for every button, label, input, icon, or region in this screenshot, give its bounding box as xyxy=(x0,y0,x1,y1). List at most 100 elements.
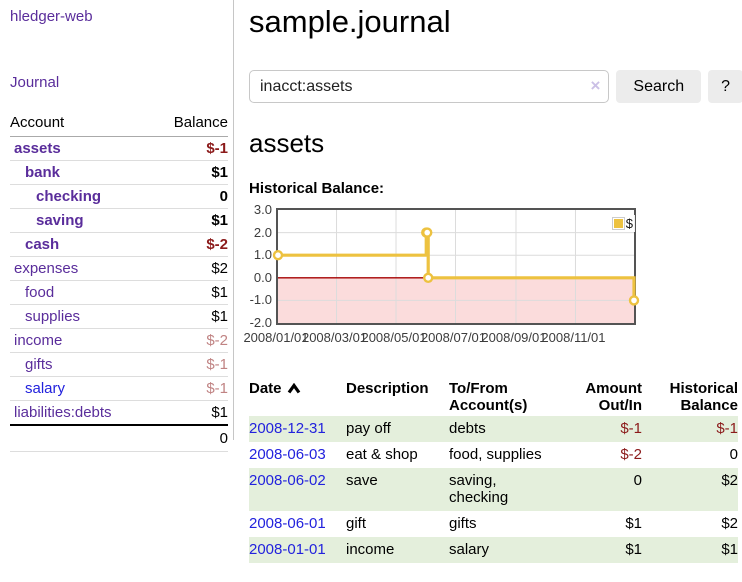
account-row: liabilities:debts $1 xyxy=(10,401,228,426)
account-link[interactable]: salary xyxy=(25,380,66,397)
page-title: sample.journal xyxy=(249,4,451,39)
y-tick-label: 3.0 xyxy=(253,202,272,217)
clear-search-icon[interactable]: × xyxy=(590,76,601,95)
transaction-date-link[interactable]: 2008-12-31 xyxy=(249,420,326,437)
account-name-cell: salary xyxy=(10,376,153,401)
x-tick-label: 2008/09/01 xyxy=(481,330,547,345)
y-tick-label: 2.0 xyxy=(253,224,272,240)
account-name-cell: checking xyxy=(10,184,153,209)
account-column-header: Account xyxy=(10,112,153,137)
transaction-date-link[interactable]: 2008-01-01 xyxy=(249,541,326,558)
account-name-cell: gifts xyxy=(10,352,153,377)
data-point-marker xyxy=(628,295,640,306)
account-link[interactable]: supplies xyxy=(25,308,81,325)
transaction-accounts: gifts xyxy=(449,515,477,532)
main-content: sample.journal × Search ? assets Histori… xyxy=(234,0,742,563)
account-name-cell: cash xyxy=(10,232,153,257)
y-tick-label: -2.0 xyxy=(249,315,272,330)
account-balance: $-2 xyxy=(152,328,228,353)
transaction-date-cell: 2008-06-01 xyxy=(249,511,346,537)
search-button[interactable]: Search xyxy=(616,70,702,103)
account-row: assets $-1 xyxy=(10,136,228,161)
sidebar: hledger-web Journal Account Balance asse… xyxy=(0,0,234,452)
transaction-accounts: debts xyxy=(449,420,486,437)
account-name-cell: supplies xyxy=(10,304,153,329)
transaction-date-link[interactable]: 2008-06-03 xyxy=(249,446,326,463)
transaction-balance: $2 xyxy=(721,515,738,532)
data-point-marker xyxy=(272,250,284,261)
register-row: 2008-06-03 eat & shop food, supplies $-2 0 xyxy=(249,442,738,468)
account-link[interactable]: gifts xyxy=(25,356,53,373)
account-balance: $1 xyxy=(152,280,228,305)
chart-legend: $ xyxy=(610,215,635,232)
transaction-date-cell: 2008-01-01 xyxy=(249,537,346,563)
register-row: 2008-01-01 income salary $1 $1 xyxy=(249,537,738,563)
sidebar-nav: Journal xyxy=(10,74,233,92)
register-row: 2008-06-02 save saving, checking 0 $2 xyxy=(249,468,738,511)
tofrom-column-header: To/From Account(s) xyxy=(449,380,528,414)
account-row: salary $-1 xyxy=(10,376,228,401)
date-column-header[interactable]: Date xyxy=(249,378,346,416)
transaction-date-link[interactable]: 2008-06-01 xyxy=(249,515,326,532)
balance-column-header: Balance xyxy=(152,112,228,137)
transaction-date-link[interactable]: 2008-06-02 xyxy=(249,472,326,489)
x-tick-label: 2008/05/01 xyxy=(361,330,427,345)
balance-column-header: Historical Balance xyxy=(669,380,738,414)
transaction-balance: $-1 xyxy=(716,420,738,437)
help-button[interactable]: ? xyxy=(708,70,742,103)
account-balance: $1 xyxy=(152,304,228,329)
hledger-web-app: hledger-web Journal Account Balance asse… xyxy=(0,0,742,563)
account-balance: $1 xyxy=(211,404,228,421)
account-row: cash $-2 xyxy=(10,232,228,257)
data-point-marker xyxy=(423,272,434,284)
account-heading: assets xyxy=(249,128,325,158)
transaction-amount: $-1 xyxy=(620,420,642,437)
accounts-total-row: 0 xyxy=(10,424,228,452)
account-row: saving $1 xyxy=(10,208,228,233)
transaction-description: gift xyxy=(346,515,367,532)
account-row: bank $1 xyxy=(10,160,228,185)
account-link[interactable]: liabilities:debts xyxy=(14,404,112,421)
account-link[interactable]: food xyxy=(25,284,55,301)
account-name-cell: bank xyxy=(10,160,153,185)
legend-label: $ xyxy=(625,216,633,231)
transaction-description: pay off xyxy=(346,420,391,437)
account-row: expenses $2 xyxy=(10,256,228,281)
account-link[interactable]: assets xyxy=(14,140,61,157)
sidebar-item-journal[interactable]: Journal xyxy=(10,74,60,91)
accounts-total-value: 0 xyxy=(152,424,228,452)
account-link[interactable]: checking xyxy=(36,188,102,205)
account-link[interactable]: income xyxy=(14,332,63,349)
transaction-balance: 0 xyxy=(729,446,738,463)
transaction-amount: $1 xyxy=(625,541,642,558)
transaction-date-cell: 2008-06-02 xyxy=(249,468,346,511)
account-name-cell: assets xyxy=(10,136,153,161)
account-link[interactable]: cash xyxy=(25,236,60,253)
transaction-balance: $1 xyxy=(721,541,738,558)
account-row: income $-2 xyxy=(10,328,228,353)
y-tick-label: -1.0 xyxy=(249,292,272,308)
chart-plot-area xyxy=(272,208,640,325)
transaction-accounts: saving, checking xyxy=(449,472,509,506)
transaction-accounts: salary xyxy=(449,541,490,558)
transaction-description: eat & shop xyxy=(346,446,418,463)
y-tick-label: 0.0 xyxy=(253,269,272,285)
account-link[interactable]: saving xyxy=(36,212,84,229)
search-box: × xyxy=(249,70,610,103)
balance-chart-svg xyxy=(272,210,640,323)
account-link[interactable]: bank xyxy=(25,164,61,181)
accounts-total-spacer xyxy=(10,424,153,452)
x-tick-label: 2008/03/01 xyxy=(301,330,368,345)
account-balance: $-1 xyxy=(152,352,228,377)
account-balance: $-1 xyxy=(152,376,228,401)
transaction-amount: $1 xyxy=(625,515,642,532)
account-name-cell: expenses xyxy=(10,256,153,281)
chart-title: Historical Balance: xyxy=(249,180,385,197)
transaction-date-cell: 2008-12-31 xyxy=(249,416,346,442)
register-row: 2008-06-01 gift gifts $1 $2 xyxy=(249,511,738,537)
account-row: gifts $-1 xyxy=(10,352,228,377)
x-tick-label: 2008/01/01 xyxy=(243,330,309,345)
search-input[interactable] xyxy=(249,70,610,103)
register-table: Date Description To/From Account(s) Amou… xyxy=(249,378,738,563)
account-link[interactable]: expenses xyxy=(14,260,79,277)
